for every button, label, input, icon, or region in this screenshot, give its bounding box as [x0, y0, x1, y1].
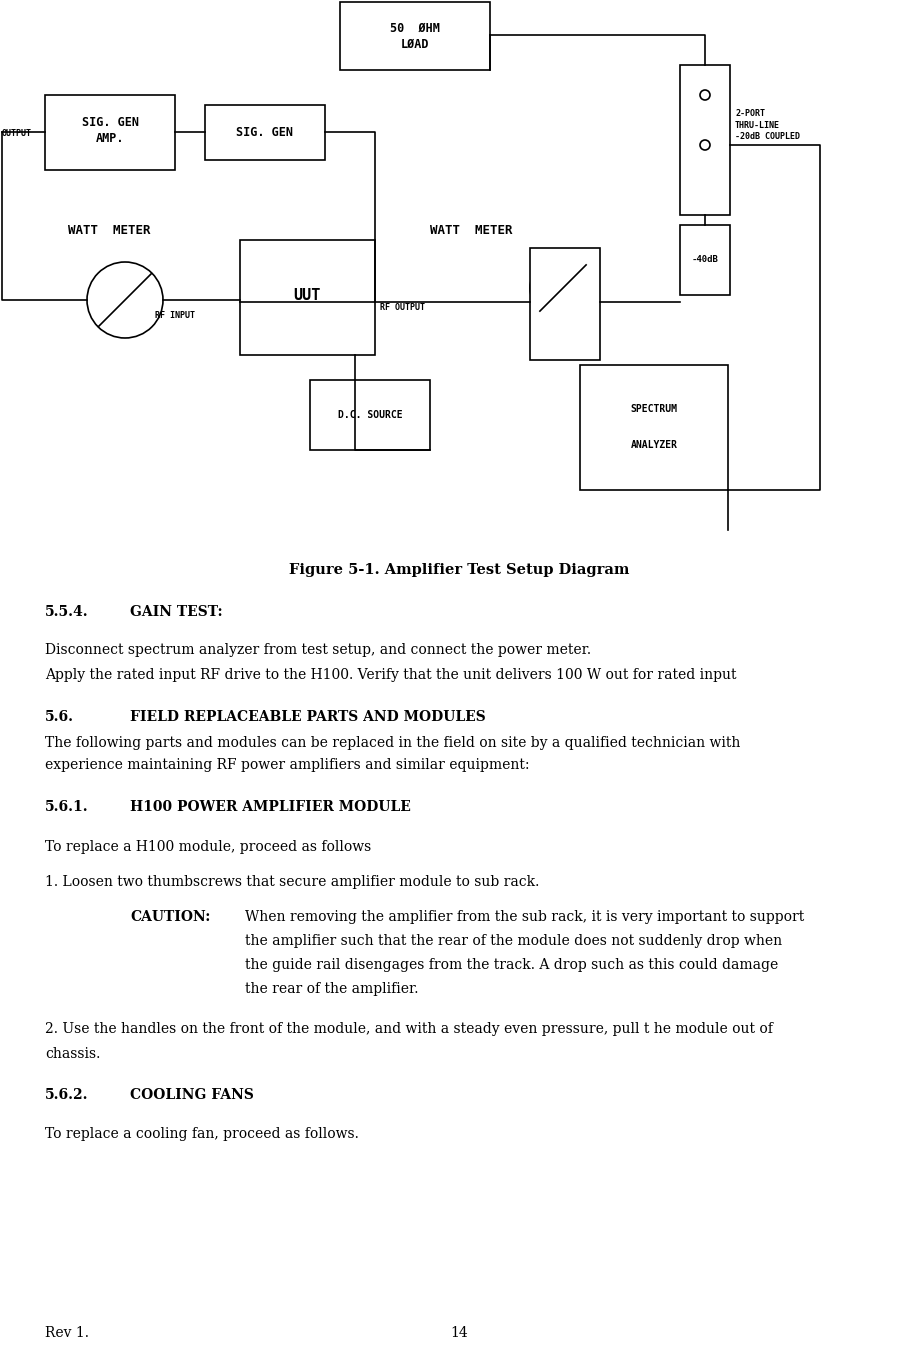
Bar [205, 105, 325, 160]
Text: FIELD REPLACEABLE PARTS AND MODULES: FIELD REPLACEABLE PARTS AND MODULES [130, 710, 486, 723]
Text: chassis.: chassis. [45, 1047, 100, 1061]
Text: GAIN TEST:: GAIN TEST: [130, 605, 223, 618]
Text: the amplifier such that the rear of the module does not suddenly drop when: the amplifier such that the rear of the … [245, 934, 782, 949]
Text: OUTPUT: OUTPUT [2, 128, 32, 138]
Text: Figure 5-1. Amplifier Test Setup Diagram: Figure 5-1. Amplifier Test Setup Diagram [289, 562, 629, 577]
Bar [45, 96, 175, 171]
Text: 2-PORT
THRU-LINE
-20dB COUPLED: 2-PORT THRU-LINE -20dB COUPLED [735, 109, 800, 141]
Text: experience maintaining RF power amplifiers and similar equipment:: experience maintaining RF power amplifie… [45, 758, 530, 773]
Text: 5.5.4.: 5.5.4. [45, 605, 89, 618]
Text: SIG. GEN: SIG. GEN [237, 126, 294, 138]
Text: To replace a cooling fan, proceed as follows.: To replace a cooling fan, proceed as fol… [45, 1127, 359, 1141]
Text: The following parts and modules can be replaced in the field on site by a qualif: The following parts and modules can be r… [45, 736, 741, 749]
Text: -40dB: -40dB [691, 255, 719, 265]
Bar [680, 225, 730, 295]
Circle shape [700, 90, 710, 100]
Text: 14: 14 [450, 1325, 468, 1340]
Circle shape [700, 141, 710, 150]
Text: UUT: UUT [294, 288, 320, 303]
Text: COOLING FANS: COOLING FANS [130, 1088, 254, 1102]
Text: 5.6.2.: 5.6.2. [45, 1088, 88, 1102]
Text: RF OUTPUT: RF OUTPUT [380, 303, 425, 313]
Text: CAUTION:: CAUTION: [130, 910, 210, 924]
Bar [580, 364, 728, 490]
Text: the rear of the amplifier.: the rear of the amplifier. [245, 981, 419, 996]
Bar [340, 1, 490, 70]
Text: 50  ØHM
LØAD: 50 ØHM LØAD [390, 22, 440, 51]
Text: 1. Loosen two thumbscrews that secure amplifier module to sub rack.: 1. Loosen two thumbscrews that secure am… [45, 875, 540, 889]
Text: Disconnect spectrum analyzer from test setup, and connect the power meter.: Disconnect spectrum analyzer from test s… [45, 643, 591, 657]
Text: When removing the amplifier from the sub rack, it is very important to support: When removing the amplifier from the sub… [245, 910, 804, 924]
Text: To replace a H100 module, proceed as follows: To replace a H100 module, proceed as fol… [45, 839, 371, 854]
Bar [530, 248, 600, 360]
Text: WATT  METER: WATT METER [68, 224, 151, 236]
Text: Rev 1.: Rev 1. [45, 1325, 89, 1340]
Bar [310, 379, 430, 450]
Text: 2. Use the handles on the front of the module, and with a steady even pressure, : 2. Use the handles on the front of the m… [45, 1022, 773, 1036]
Text: 5.6.: 5.6. [45, 710, 74, 723]
Text: the guide rail disengages from the track. A drop such as this could damage: the guide rail disengages from the track… [245, 958, 778, 972]
Text: RF INPUT: RF INPUT [155, 310, 195, 319]
Bar [240, 240, 375, 355]
Text: SPECTRUM

ANALYZER: SPECTRUM ANALYZER [631, 404, 677, 450]
Text: SIG. GEN
AMP.: SIG. GEN AMP. [82, 116, 139, 145]
Text: Apply the rated input RF drive to the H100. Verify that the unit delivers 100 W : Apply the rated input RF drive to the H1… [45, 667, 736, 682]
Text: H100 POWER AMPLIFIER MODULE: H100 POWER AMPLIFIER MODULE [130, 800, 411, 814]
Bar [680, 66, 730, 216]
Text: WATT  METER: WATT METER [430, 224, 512, 236]
Text: 5.6.1.: 5.6.1. [45, 800, 89, 814]
Text: D.C. SOURCE: D.C. SOURCE [338, 410, 402, 420]
Circle shape [530, 255, 596, 321]
Circle shape [87, 262, 163, 339]
